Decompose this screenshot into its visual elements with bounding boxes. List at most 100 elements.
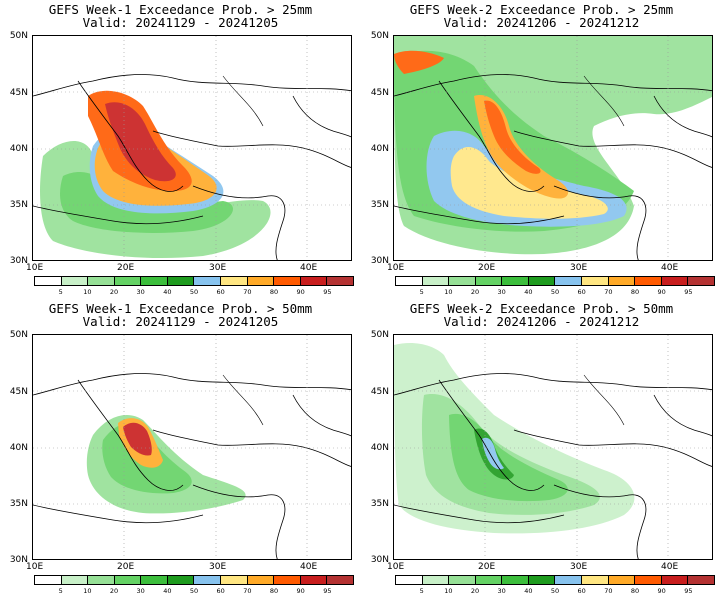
colorbar-swatch	[141, 576, 168, 584]
lon-label-40e: 40E	[661, 562, 679, 572]
lat-label-30n: 30N	[370, 555, 389, 565]
colorbar-swatch	[61, 277, 89, 285]
colorbar-tick-label: 30	[497, 587, 506, 595]
colorbar-tick-label: 50	[550, 288, 560, 296]
colorbar-tick-label: 60	[577, 288, 586, 296]
colorbar-tick-label: 80	[269, 587, 279, 595]
colorbar-swatch	[61, 576, 89, 584]
colorbar-swatch	[167, 277, 195, 285]
lon-label-20e: 20E	[478, 263, 496, 273]
precipitation-map	[393, 334, 713, 560]
colorbar-swatch	[688, 576, 714, 584]
colorbar-tick-label: 80	[630, 587, 640, 595]
lat-label-45n: 45N	[370, 387, 389, 397]
colorbar-labels: 5 10 20 30 40 50 60 70 80 90 95	[34, 288, 354, 297]
colorbar-tick-label: 95	[684, 587, 693, 595]
panel-week1-50mm: GEFS Week-1 Exceedance Prob. > 50mm Vali…	[0, 299, 361, 598]
colorbar-tick-label: 95	[323, 288, 332, 296]
panel-valid-dates: Valid: 20241206 - 20241212	[443, 314, 640, 329]
colorbar-swatch	[661, 576, 689, 584]
precipitation-map	[32, 334, 352, 560]
colorbar-tick-label: 60	[216, 288, 225, 296]
lat-label-35n: 35N	[370, 499, 389, 509]
colorbar-swatch	[422, 277, 450, 285]
colorbar-tick-label: 70	[243, 288, 252, 296]
lon-label-30e: 30E	[209, 263, 227, 273]
colorbar-tick-label: 20	[109, 288, 119, 296]
colorbar-tick-label: 80	[630, 288, 640, 296]
lat-label-40n: 40N	[9, 443, 28, 453]
lon-label-20e: 20E	[117, 263, 135, 273]
colorbar-tick-label: 30	[497, 288, 506, 296]
colorbar-swatch	[327, 277, 353, 285]
colorbar-swatch	[688, 277, 714, 285]
colorbar-swatch	[300, 576, 328, 584]
lon-label-40e: 40E	[300, 562, 318, 572]
colorbar-swatch	[635, 576, 662, 584]
colorbar-tick-label: 80	[269, 288, 279, 296]
colorbar-swatch	[35, 277, 62, 285]
colorbar-tick-label: 10	[444, 288, 453, 296]
colorbar-swatch	[582, 277, 609, 285]
lon-label-10e: 10E	[387, 562, 405, 572]
colorbar	[395, 276, 715, 286]
colorbar	[395, 575, 715, 585]
colorbar-tick-label: 50	[189, 288, 199, 296]
colorbar-swatch	[167, 576, 195, 584]
colorbar-tick-label: 5	[419, 587, 424, 595]
colorbar-labels: 5 10 20 30 40 50 60 70 80 90 95	[395, 288, 715, 297]
lat-label-50n: 50N	[9, 330, 28, 340]
colorbar-tick-label: 40	[524, 288, 533, 296]
colorbar-swatch	[555, 277, 583, 285]
colorbar-tick-label: 30	[136, 587, 145, 595]
colorbar-swatch	[194, 576, 222, 584]
lat-label-30n: 30N	[370, 256, 389, 266]
colorbar-swatch	[475, 576, 503, 584]
lon-label-10e: 10E	[387, 263, 405, 273]
colorbar-swatch	[422, 576, 450, 584]
colorbar-swatch	[247, 576, 275, 584]
colorbar-tick-label: 90	[296, 288, 305, 296]
colorbar-swatch	[114, 576, 142, 584]
lon-label-30e: 30E	[570, 562, 588, 572]
colorbar-tick-label: 95	[323, 587, 332, 595]
panel-week2-50mm: GEFS Week-2 Exceedance Prob. > 50mm Vali…	[361, 299, 722, 598]
lat-label-35n: 35N	[9, 200, 28, 210]
colorbar-swatch	[528, 576, 556, 584]
colorbar-swatch	[449, 576, 476, 584]
lat-label-30n: 30N	[9, 256, 28, 266]
colorbar-swatch	[396, 277, 423, 285]
lon-label-10e: 10E	[26, 562, 44, 572]
colorbar-tick-label: 20	[109, 587, 119, 595]
colorbar-tick-label: 90	[657, 587, 666, 595]
colorbar-swatch	[528, 277, 556, 285]
panel-week1-25mm: GEFS Week-1 Exceedance Prob. > 25mm Vali…	[0, 0, 361, 299]
lon-label-20e: 20E	[117, 562, 135, 572]
colorbar-swatch	[35, 576, 62, 584]
panel-week2-25mm: GEFS Week-2 Exceedance Prob. > 25mm Vali…	[361, 0, 722, 299]
lat-label-40n: 40N	[370, 144, 389, 154]
colorbar-tick-label: 70	[604, 587, 613, 595]
colorbar-swatch	[274, 277, 301, 285]
lat-label-50n: 50N	[9, 31, 28, 41]
lon-label-20e: 20E	[478, 562, 496, 572]
colorbar-swatch	[661, 277, 689, 285]
lat-label-45n: 45N	[370, 88, 389, 98]
colorbar-swatch	[221, 277, 248, 285]
lon-label-30e: 30E	[209, 562, 227, 572]
colorbar	[34, 575, 354, 585]
lon-label-40e: 40E	[300, 263, 318, 273]
colorbar-tick-label: 50	[189, 587, 199, 595]
colorbar-tick-label: 10	[83, 288, 92, 296]
colorbar-tick-label: 10	[83, 587, 92, 595]
panel-title: GEFS Week-2 Exceedance Prob. > 50mm	[409, 301, 674, 316]
lat-label-35n: 35N	[370, 200, 389, 210]
colorbar-swatch	[635, 277, 662, 285]
colorbar-tick-label: 5	[58, 288, 63, 296]
colorbar-swatch	[449, 277, 476, 285]
colorbar-swatch	[582, 576, 609, 584]
lat-label-40n: 40N	[9, 144, 28, 154]
colorbar-swatch	[396, 576, 423, 584]
colorbar-tick-label: 20	[470, 587, 480, 595]
colorbar-tick-label: 10	[444, 587, 453, 595]
